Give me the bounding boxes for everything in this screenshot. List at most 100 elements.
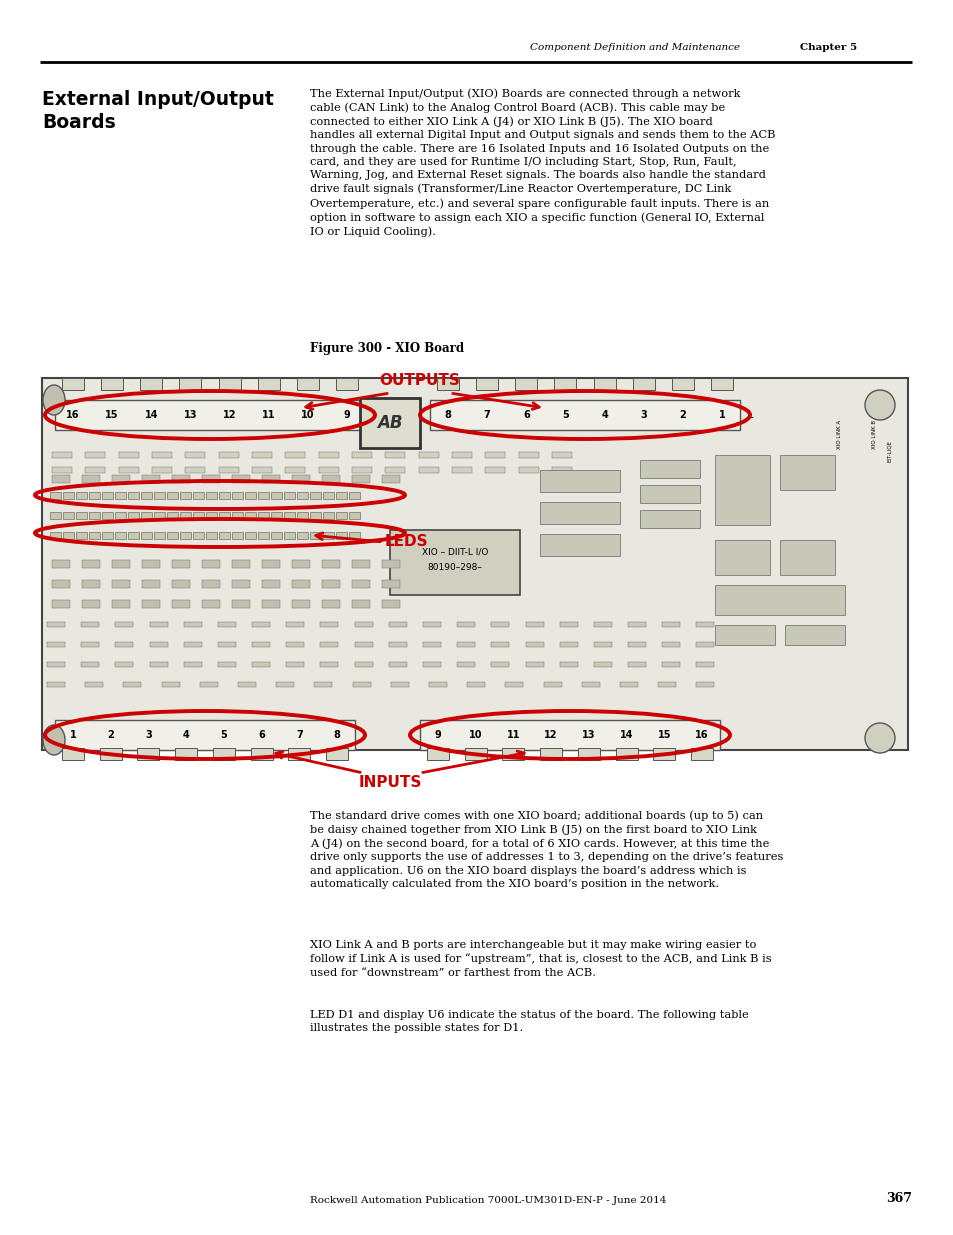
- Bar: [262, 475, 280, 483]
- Bar: [202, 475, 220, 483]
- Bar: [63, 532, 74, 538]
- Bar: [286, 662, 304, 667]
- Bar: [150, 622, 168, 627]
- Bar: [578, 748, 599, 760]
- Text: Component Definition and Maintenance: Component Definition and Maintenance: [530, 43, 740, 52]
- Bar: [102, 492, 112, 499]
- Bar: [639, 459, 700, 478]
- Bar: [389, 642, 406, 647]
- Bar: [112, 600, 130, 608]
- Bar: [284, 492, 294, 499]
- Bar: [552, 452, 572, 458]
- Bar: [161, 682, 179, 687]
- Bar: [359, 398, 419, 448]
- Text: 3: 3: [145, 730, 152, 740]
- Text: Figure 300 - XIO Board: Figure 300 - XIO Board: [310, 342, 464, 354]
- Bar: [390, 530, 519, 595]
- Bar: [52, 467, 71, 473]
- Bar: [292, 475, 310, 483]
- Bar: [389, 662, 406, 667]
- Ellipse shape: [43, 385, 65, 415]
- Text: 10: 10: [469, 730, 482, 740]
- Bar: [118, 467, 138, 473]
- Bar: [167, 532, 178, 538]
- Text: 3: 3: [639, 410, 646, 420]
- Bar: [76, 532, 87, 538]
- Bar: [543, 682, 561, 687]
- Bar: [217, 622, 235, 627]
- Bar: [118, 452, 138, 458]
- Bar: [419, 720, 720, 750]
- Bar: [355, 662, 373, 667]
- Bar: [285, 452, 305, 458]
- Text: 4: 4: [600, 410, 607, 420]
- Bar: [232, 559, 250, 568]
- Bar: [81, 622, 99, 627]
- Bar: [47, 662, 65, 667]
- Text: 1: 1: [70, 730, 76, 740]
- Text: 9: 9: [343, 410, 350, 420]
- Bar: [185, 467, 205, 473]
- Bar: [152, 452, 172, 458]
- Bar: [554, 378, 576, 390]
- Bar: [206, 532, 216, 538]
- Bar: [232, 492, 243, 499]
- Bar: [115, 532, 126, 538]
- Bar: [153, 532, 165, 538]
- Bar: [323, 513, 334, 519]
- Text: EIT-LIQE: EIT-LIQE: [886, 440, 892, 462]
- Bar: [696, 682, 714, 687]
- Bar: [310, 513, 320, 519]
- Bar: [690, 748, 712, 760]
- Bar: [485, 467, 505, 473]
- Bar: [714, 540, 769, 576]
- Bar: [150, 642, 168, 647]
- Bar: [47, 682, 65, 687]
- Bar: [202, 580, 220, 588]
- Bar: [184, 642, 201, 647]
- Bar: [594, 642, 611, 647]
- Text: 15: 15: [657, 730, 670, 740]
- Text: L: L: [747, 410, 753, 420]
- Bar: [491, 642, 509, 647]
- Bar: [150, 662, 168, 667]
- Text: 80190–298–: 80190–298–: [427, 563, 482, 573]
- Bar: [627, 662, 645, 667]
- Bar: [427, 748, 449, 760]
- Bar: [661, 642, 679, 647]
- Text: 6: 6: [522, 410, 529, 420]
- Bar: [76, 513, 87, 519]
- Bar: [352, 580, 370, 588]
- Text: 13: 13: [581, 730, 595, 740]
- Bar: [452, 452, 472, 458]
- Bar: [349, 532, 359, 538]
- Bar: [257, 532, 269, 538]
- Bar: [89, 513, 100, 519]
- Bar: [179, 378, 201, 390]
- Bar: [112, 559, 130, 568]
- Bar: [115, 642, 133, 647]
- Bar: [525, 642, 543, 647]
- Bar: [219, 492, 230, 499]
- Text: 16: 16: [695, 730, 708, 740]
- Bar: [193, 492, 204, 499]
- Bar: [82, 475, 100, 483]
- Bar: [185, 452, 205, 458]
- Bar: [172, 580, 190, 588]
- Bar: [252, 642, 270, 647]
- Bar: [322, 580, 339, 588]
- Bar: [252, 622, 270, 627]
- Text: 12: 12: [544, 730, 558, 740]
- Bar: [352, 452, 372, 458]
- Text: AB: AB: [376, 414, 402, 432]
- Bar: [180, 513, 191, 519]
- Bar: [429, 682, 447, 687]
- Circle shape: [864, 390, 894, 420]
- Text: The standard drive comes with one XIO board; additional boards (up to 5) can
be : The standard drive comes with one XIO bo…: [310, 810, 782, 889]
- Bar: [353, 682, 371, 687]
- Bar: [62, 378, 84, 390]
- Bar: [262, 600, 280, 608]
- Bar: [218, 467, 238, 473]
- Bar: [292, 600, 310, 608]
- Bar: [232, 513, 243, 519]
